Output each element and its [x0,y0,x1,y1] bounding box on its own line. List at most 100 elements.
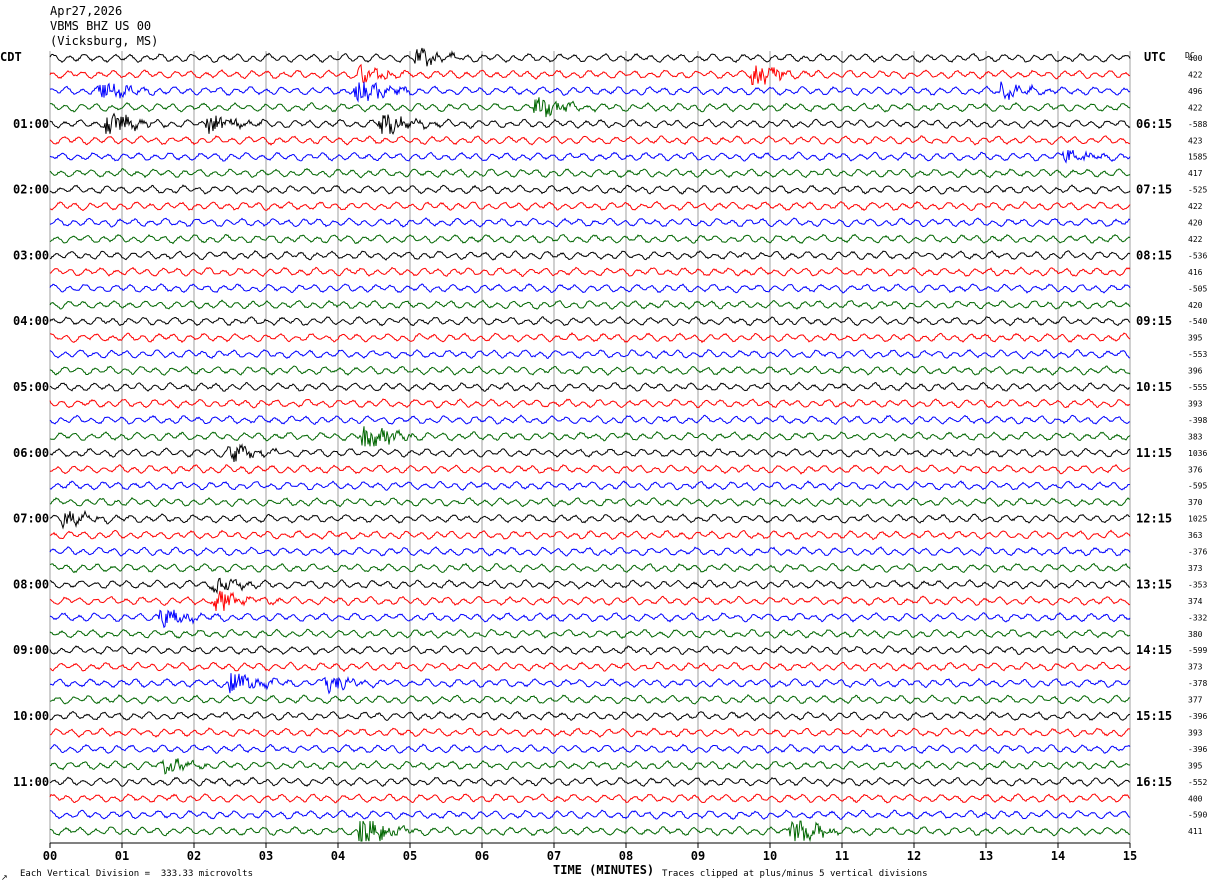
trace-line-37 [49,661,1131,673]
dc-offset-value: -353 [1188,580,1207,589]
dc-offset-value: 380 [1188,630,1203,639]
trace-line-2 [49,81,1131,103]
right-hour-label: 16:15 [1136,775,1172,789]
header-date: Apr27,2026 [50,4,123,18]
dc-offset-value: 422 [1188,202,1203,211]
dc-offset-value: 1036 [1188,449,1207,458]
trace-line-47 [49,820,1131,843]
x-tick-label: 03 [259,849,273,863]
trace-line-24 [49,443,1131,462]
left-hour-label: 07:00 [13,512,49,526]
trace-line-25 [49,464,1131,475]
x-tick-label: 15 [1123,849,1137,863]
trace-line-1 [49,63,1130,85]
x-tick-label: 14 [1051,849,1065,863]
trace-line-28 [49,509,1131,530]
dc-offset-value: 373 [1188,663,1203,672]
trace-line-41 [49,727,1131,738]
trace-line-3 [49,97,1131,118]
dc-offset-value: -590 [1188,811,1207,820]
x-tick-label: 11 [835,849,849,863]
trace-line-11 [49,233,1131,245]
dc-offset-value: -540 [1188,317,1207,326]
trace-line-4 [49,112,1131,135]
left-hour-label: 09:00 [13,643,49,657]
trace-line-16 [49,315,1131,327]
trace-line-36 [49,644,1131,656]
trace-line-0 [49,47,1131,67]
trace-line-31 [49,562,1131,574]
trace-line-39 [49,694,1131,705]
trace-line-6 [49,149,1131,164]
dc-offset-value: -376 [1188,548,1207,557]
right-hour-label: 09:15 [1136,314,1172,328]
left-hour-label: 01:00 [13,117,49,131]
dc-offset-value: 377 [1188,696,1203,705]
trace-line-44 [49,776,1131,788]
header-station: VBMS BHZ US 00 [50,19,152,33]
dc-offset-value: 417 [1188,169,1203,178]
left-hour-label: 08:00 [13,577,49,591]
trace-line-22 [49,414,1131,425]
dc-offset-value: 393 [1188,728,1203,737]
dc-offset-value: -555 [1188,383,1207,392]
x-tick-label: 00 [43,849,57,863]
dc-offset-value: 422 [1188,103,1203,112]
x-tick-label: 02 [187,849,201,863]
dc-offset-value: 1025 [1188,515,1207,524]
seismic-traces [49,47,1131,843]
trace-line-42 [49,743,1131,755]
dc-offset-value: 420 [1188,219,1203,228]
trace-line-29 [49,529,1131,541]
dc-offset-value: -398 [1188,416,1207,425]
right-hour-label: 08:15 [1136,248,1172,262]
scale-note: Each Vertical Division = 333.33 microvol… [20,869,253,879]
left-hour-label: 04:00 [13,314,49,328]
dc-offset-value: 423 [1188,136,1203,145]
right-hour-labels: 06:15 07:15 08:15 09:15 10:15 11:15 12:15 13:15… [1136,117,1172,789]
right-hour-label: 15:15 [1136,709,1172,723]
left-hour-label: 11:00 [13,775,49,789]
x-tick-label: 07 [547,849,561,863]
x-axis-ticks: 00 01 02 03 04 05 06 07 08 09 10 11 12 13 14 15 [43,842,1137,863]
dc-offset-value: 422 [1188,235,1203,244]
trace-line-19 [49,365,1131,376]
dc-offset-labels: 400 422 496 422 -588 423 1585 417 -525 422 420 422 -… [1188,54,1207,836]
dc-offset-value: 400 [1188,794,1203,803]
dc-offset-value: 383 [1188,432,1203,441]
trace-line-35 [49,628,1131,640]
dc-offset-value: 370 [1188,498,1203,507]
trace-line-17 [49,332,1131,344]
right-timezone-label: UTC [1144,50,1166,64]
minute-gridlines [49,51,1131,843]
dc-offset-value: -378 [1188,679,1207,688]
trace-line-14 [49,283,1131,294]
trace-line-10 [49,217,1131,228]
x-tick-label: 10 [763,849,777,863]
dc-offset-value: -525 [1188,186,1207,195]
x-tick-label: 04 [331,849,345,863]
trace-line-34 [49,609,1131,629]
dc-offset-value: 400 [1188,54,1203,63]
left-hour-label: 03:00 [13,248,49,262]
trace-line-9 [49,200,1131,212]
trace-line-40 [49,710,1131,722]
trace-line-5 [49,135,1131,146]
header-location: (Vicksburg, MS) [50,34,159,48]
dc-offset-value: 373 [1188,564,1203,573]
dc-offset-value: -396 [1188,745,1207,754]
trace-line-27 [49,496,1130,508]
dc-offset-value: 420 [1188,301,1203,310]
x-tick-label: 12 [907,849,921,863]
dc-offset-value: 393 [1188,399,1203,408]
dc-offset-value: 376 [1188,465,1203,474]
dc-offset-value: -588 [1188,120,1207,129]
trace-line-30 [49,546,1131,557]
dc-offset-value: 395 [1188,761,1203,770]
trace-line-8 [49,184,1131,195]
trace-line-13 [49,266,1131,278]
trace-line-18 [49,348,1131,360]
x-tick-label: 01 [115,849,129,863]
trace-line-46 [50,809,1131,820]
